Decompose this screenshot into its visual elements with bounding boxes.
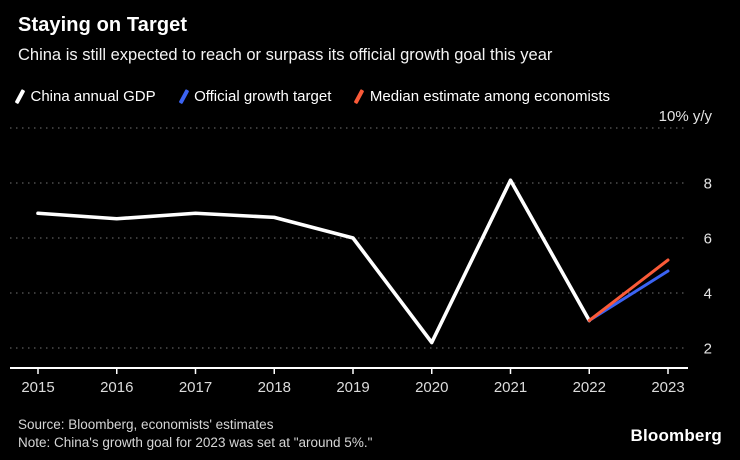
y-tick-label: 2 (704, 341, 712, 358)
bloomberg-logo: Bloomberg (630, 426, 722, 445)
y-axis-unit-label: 10% y/y (659, 108, 713, 125)
x-tick-label: 2022 (573, 379, 606, 396)
x-tick-label: 2019 (336, 379, 369, 396)
legend: China annual GDP Official growth target … (14, 88, 610, 105)
y-tick-label: 8 (704, 176, 712, 193)
series-line-median-estimate-among-economists (587, 258, 670, 322)
x-tick-label: 2023 (651, 379, 684, 396)
source-line: Source: Bloomberg, economists' estimates (18, 417, 274, 433)
x-tick-label: 2021 (494, 379, 527, 396)
legend-label: China annual GDP (30, 88, 156, 105)
legend-label: Median estimate among economists (369, 88, 610, 105)
chart-subtitle: China is still expected to reach or surp… (18, 46, 553, 64)
x-tick-label: 2017 (179, 379, 212, 396)
x-tick-label: 2015 (21, 379, 54, 396)
legend-item-target: Official growth target (178, 88, 332, 105)
chart-title: Staying on Target (18, 14, 188, 36)
footer: Source: Bloomberg, economists' estimates… (18, 416, 372, 452)
x-tick-label: 2018 (258, 379, 291, 396)
x-tick-label: 2016 (100, 379, 133, 396)
series-line-china-annual-gdp (36, 178, 592, 345)
y-tick-label: 4 (704, 286, 712, 303)
legend-label: Official growth target (194, 88, 332, 105)
x-tick-label: 2020 (415, 379, 448, 396)
y-tick-label: 6 (704, 231, 712, 248)
note-line: Note: China's growth goal for 2023 was s… (18, 435, 373, 451)
legend-item-estimate: Median estimate among economists (354, 88, 610, 105)
legend-item-gdp: China annual GDP (14, 88, 156, 105)
